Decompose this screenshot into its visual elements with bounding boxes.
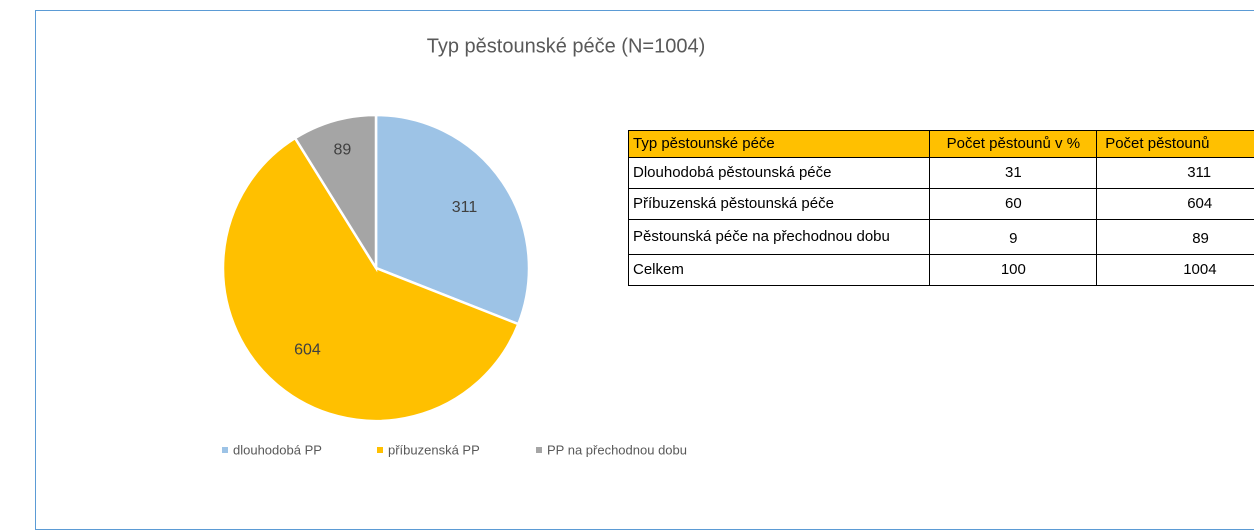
header-cell: Počet pěstounů v % — [930, 131, 1097, 158]
table-wrap: Typ pěstounské péče Počet pěstounů v % P… — [628, 130, 1254, 286]
cell: Celkem — [629, 255, 930, 286]
table-header: Typ pěstounské péče Počet pěstounů v % P… — [629, 131, 1254, 158]
legend-label: dlouhodobá PP — [233, 442, 322, 457]
cell: Pěstounská péče na přechodnou dobu — [629, 220, 930, 255]
cell: 60 — [930, 189, 1097, 220]
legend-label: příbuzenská PP — [388, 442, 480, 457]
cell: 9 — [930, 220, 1097, 255]
cell: 89 — [1097, 220, 1254, 255]
table-row: Dlouhodobá pěstounská péče 31 311 — [629, 158, 1254, 189]
table-row: Pěstounská péče na přechodnou dobu 9 89 — [629, 220, 1254, 255]
cell: Dlouhodobá pěstounská péče — [629, 158, 930, 189]
cell: 604 — [1097, 189, 1254, 220]
legend-swatch — [222, 447, 228, 453]
data-label: 89 — [333, 142, 351, 159]
cell: 31 — [930, 158, 1097, 189]
table-row: Příbuzenská pěstounská péče 60 604 — [629, 189, 1254, 220]
legend-swatch — [377, 447, 383, 453]
cell: Příbuzenská pěstounská péče — [629, 189, 930, 220]
data-label: 604 — [294, 342, 321, 359]
legend-label: PP na přechodnou dobu — [547, 442, 687, 457]
table-row: Celkem 100 1004 — [629, 255, 1254, 286]
header-cell: Typ pěstounské péče — [629, 131, 930, 158]
data-label: 311 — [452, 199, 478, 216]
chart-title: Typ pěstounské péče (N=1004) — [427, 35, 706, 57]
header-cell: Počet pěstounů — [1097, 131, 1254, 158]
legend-swatch — [536, 447, 542, 453]
cell: 100 — [930, 255, 1097, 286]
cell: 311 — [1097, 158, 1254, 189]
cell: 1004 — [1097, 255, 1254, 286]
table: Typ pěstounské péče Počet pěstounů v % P… — [628, 130, 1254, 286]
